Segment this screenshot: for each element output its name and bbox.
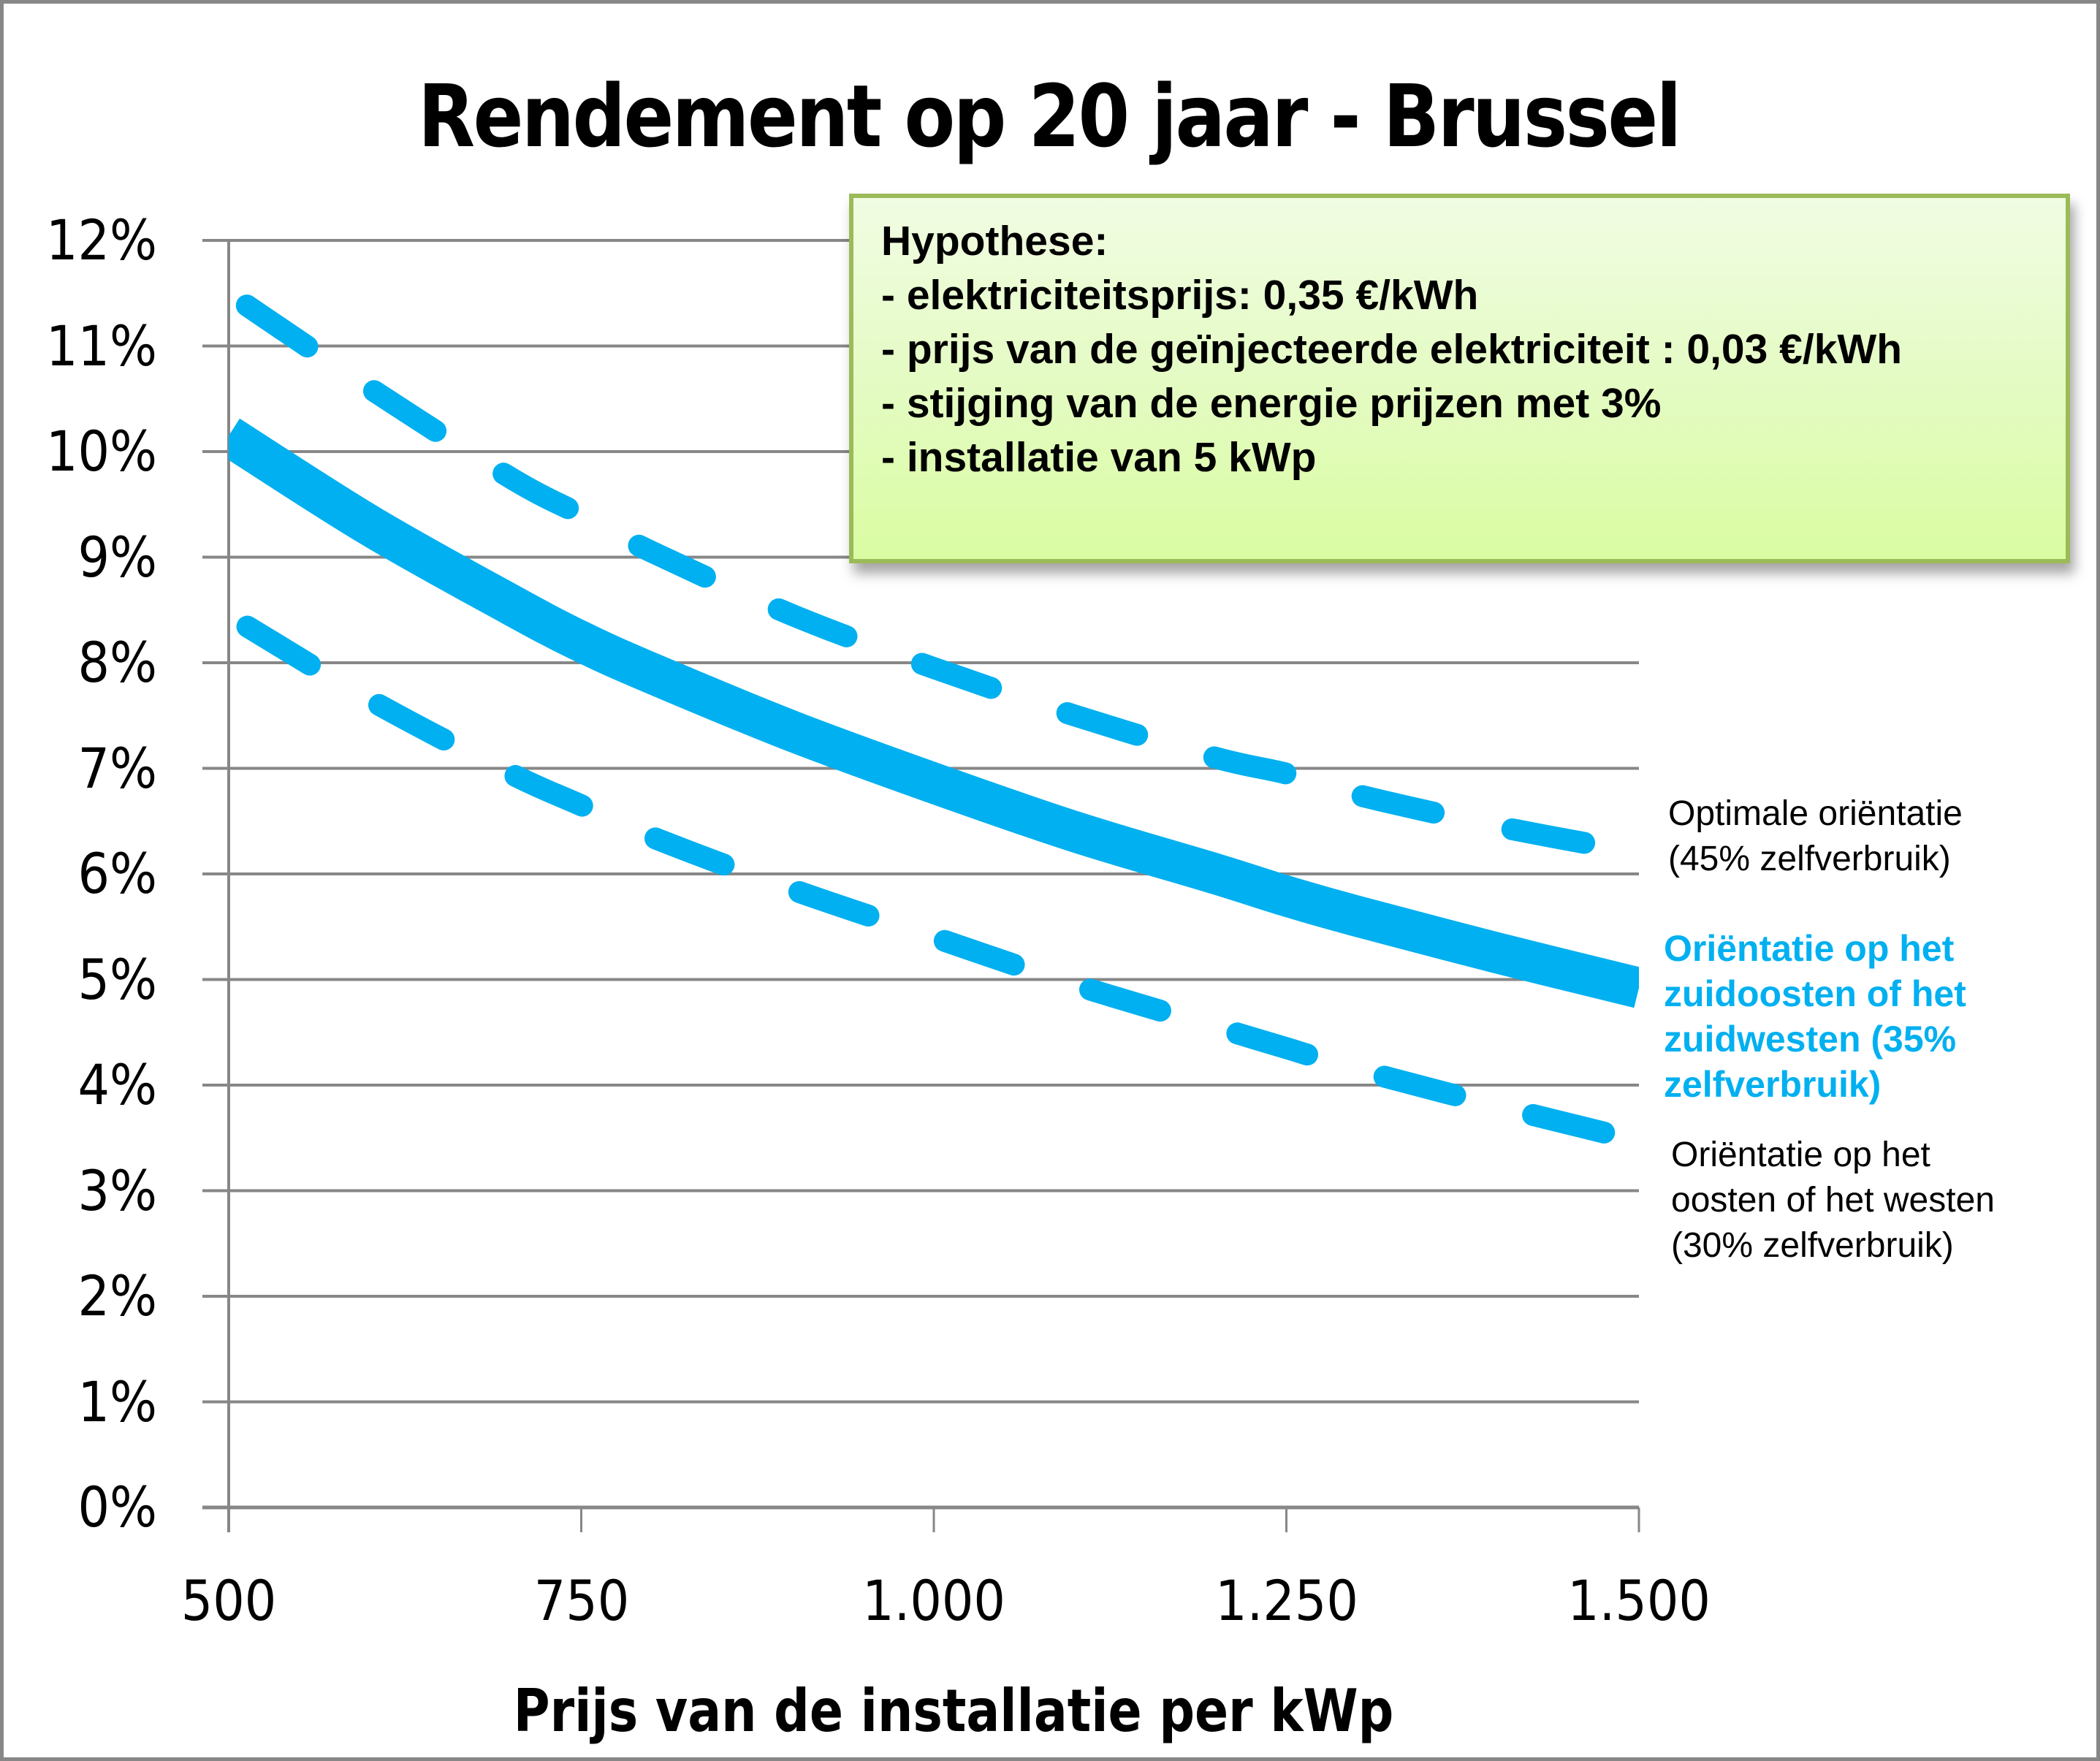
data-lines <box>229 282 1639 1152</box>
y-tick-label: 7% <box>77 735 157 801</box>
hypothesis-line: - stijging van de energie prijzen met 3% <box>881 380 1662 427</box>
hypothesis-line: - prijs van de geïnjecteerde elektricite… <box>881 326 1903 373</box>
y-tick-label: 10% <box>45 419 158 484</box>
x-tick-label: 1.250 <box>1214 1568 1358 1633</box>
y-tick-label: 8% <box>77 630 157 695</box>
y-tick-label: 9% <box>77 524 157 590</box>
hypothesis-box: Hypothese: - elektriciteitsprijs: 0,35 €… <box>849 194 2070 563</box>
chart-title: Rendement op 20 jaar - Brussel <box>418 66 1681 167</box>
y-tick-label: 4% <box>77 1052 157 1117</box>
y-tick-label: 1% <box>77 1369 157 1434</box>
series-label-southeast: Oriëntatie op het zuidoosten of het zuid… <box>1664 926 1966 1107</box>
hypothesis-line: - installatie van 5 kWp <box>881 434 1317 481</box>
x-tick-label: 750 <box>533 1568 629 1633</box>
hypothesis-heading: Hypothese: <box>881 218 1108 265</box>
y-tick-label: 6% <box>77 841 157 906</box>
series-label-optimal: Optimale oriëntatie (45% zelfverbruik) <box>1668 791 1963 882</box>
label-line: zelfverbruik) <box>1664 1064 1882 1105</box>
label-line: Oriëntatie op het <box>1671 1136 1930 1174</box>
x-axis-label: Prijs van de installatie per kWp <box>513 1677 1394 1745</box>
x-tick-label: 1.000 <box>862 1568 1005 1633</box>
hypothesis-line: - elektriciteitsprijs: 0,35 €/kWh <box>881 272 1479 319</box>
label-line: Oriëntatie op het <box>1664 928 1955 969</box>
y-tick-label: 3% <box>77 1157 157 1223</box>
series-line-eastwest <box>229 604 1639 1152</box>
y-tick-label: 2% <box>77 1263 157 1328</box>
series-line-southeast <box>229 418 1639 1008</box>
label-line: (45% zelfverbruik) <box>1668 840 1951 878</box>
label-line: zuidwesten (35% <box>1664 1019 1957 1060</box>
label-line: (30% zelfverbruik) <box>1671 1226 1954 1265</box>
series-label-eastwest: Oriëntatie op het oosten of het westen (… <box>1671 1133 1995 1269</box>
label-line: oosten of het westen <box>1671 1181 1995 1220</box>
series-line-optimal <box>229 282 1639 864</box>
x-tick-label: 500 <box>180 1568 277 1633</box>
y-tick-label: 0% <box>77 1475 157 1540</box>
label-line: Optimale oriëntatie <box>1668 794 1963 833</box>
y-tick-label: 11% <box>45 313 158 379</box>
x-tick-label: 1.500 <box>1567 1568 1711 1633</box>
plot-area <box>202 239 1640 1532</box>
y-tick-label: 5% <box>77 946 157 1012</box>
y-tick-label: 12% <box>45 208 158 273</box>
label-line: zuidoosten of het <box>1664 973 1966 1014</box>
